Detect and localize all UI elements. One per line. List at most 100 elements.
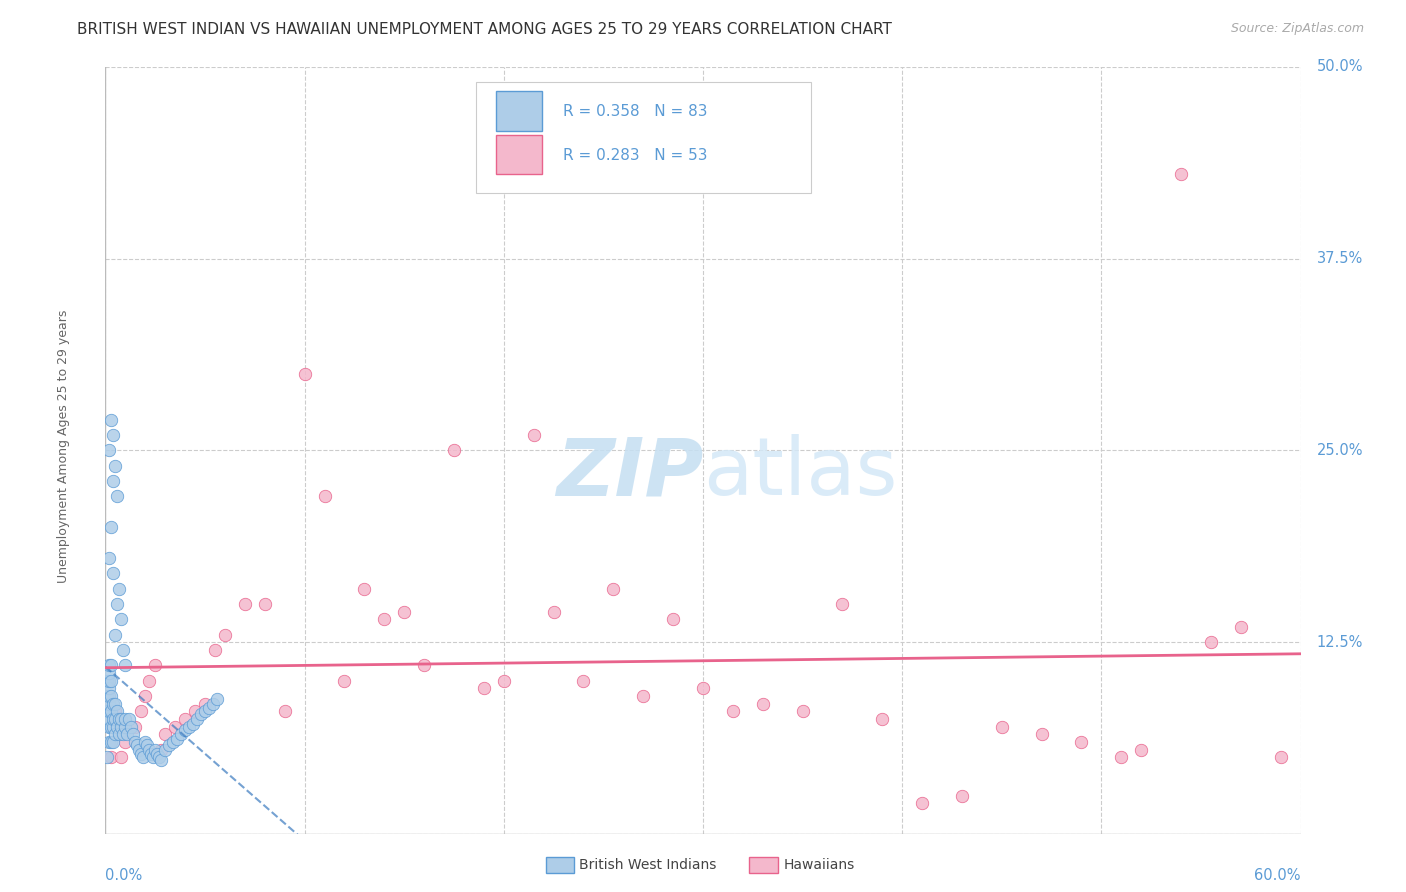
Point — [194, 697, 217, 711]
Point — [96, 673, 118, 688]
Point — [103, 735, 125, 749]
Point — [104, 727, 127, 741]
Point — [104, 704, 127, 718]
Point — [150, 742, 173, 756]
Point — [1170, 167, 1192, 181]
Point — [100, 720, 122, 734]
Point — [721, 704, 744, 718]
Point — [110, 750, 132, 764]
Point — [100, 520, 122, 534]
Point — [353, 582, 375, 596]
Point — [108, 582, 131, 596]
Point — [98, 720, 121, 734]
Point — [100, 689, 122, 703]
Point — [96, 689, 118, 703]
Point — [103, 697, 125, 711]
Text: Unemployment Among Ages 25 to 29 years: Unemployment Among Ages 25 to 29 years — [56, 310, 70, 582]
Point — [107, 720, 129, 734]
Point — [107, 704, 129, 718]
Point — [413, 658, 436, 673]
Point — [103, 720, 125, 734]
Point — [114, 735, 136, 749]
Point — [174, 712, 197, 726]
Point — [114, 658, 136, 673]
Point — [1229, 620, 1251, 634]
Point — [1070, 735, 1092, 749]
Point — [184, 704, 207, 718]
Point — [107, 490, 129, 504]
FancyBboxPatch shape — [496, 135, 541, 174]
Point — [392, 605, 416, 619]
Point — [138, 742, 160, 756]
Point — [103, 474, 125, 488]
Point — [114, 720, 136, 734]
Point — [162, 735, 184, 749]
Point — [1270, 750, 1292, 764]
Point — [831, 597, 853, 611]
Point — [98, 735, 121, 749]
Point — [100, 704, 122, 718]
Point — [204, 643, 226, 657]
Point — [104, 697, 127, 711]
Point — [143, 742, 166, 756]
Point — [314, 490, 336, 504]
Point — [153, 727, 177, 741]
Point — [138, 673, 160, 688]
Point — [98, 697, 121, 711]
Point — [110, 712, 132, 726]
Text: 0.0%: 0.0% — [105, 868, 142, 883]
Point — [128, 742, 150, 756]
Point — [233, 597, 256, 611]
Point — [136, 738, 159, 752]
Point — [127, 738, 149, 752]
Point — [186, 712, 208, 726]
Point — [165, 720, 187, 734]
Point — [112, 727, 135, 741]
Point — [98, 443, 121, 458]
Text: 50.0%: 50.0% — [1316, 60, 1362, 74]
FancyBboxPatch shape — [496, 91, 541, 130]
Point — [157, 738, 180, 752]
Point — [543, 605, 565, 619]
Point — [148, 750, 170, 764]
Point — [108, 727, 131, 741]
Text: R = 0.283   N = 53: R = 0.283 N = 53 — [564, 147, 707, 162]
Point — [273, 704, 295, 718]
Point — [181, 716, 204, 731]
Point — [114, 712, 136, 726]
Point — [146, 747, 169, 762]
Text: Hawaiians: Hawaiians — [783, 858, 855, 872]
Point — [294, 367, 316, 381]
Point — [120, 720, 142, 734]
Point — [100, 750, 122, 764]
Text: 37.5%: 37.5% — [1316, 252, 1362, 266]
Point — [142, 750, 165, 764]
Point — [103, 428, 125, 442]
Point — [602, 582, 624, 596]
Point — [134, 735, 156, 749]
Point — [443, 443, 465, 458]
Point — [253, 597, 276, 611]
Point — [98, 550, 121, 565]
Point — [153, 742, 177, 756]
Point — [104, 627, 127, 641]
Point — [100, 735, 122, 749]
Point — [96, 704, 118, 718]
Point — [214, 627, 236, 641]
Point — [98, 704, 121, 718]
Point — [124, 735, 146, 749]
Text: BRITISH WEST INDIAN VS HAWAIIAN UNEMPLOYMENT AMONG AGES 25 TO 29 YEARS CORRELATI: BRITISH WEST INDIAN VS HAWAIIAN UNEMPLOY… — [77, 22, 893, 37]
Point — [129, 704, 153, 718]
Point — [141, 747, 163, 762]
Point — [523, 428, 546, 442]
Point — [134, 689, 156, 703]
Point — [98, 658, 121, 673]
Point — [198, 701, 221, 715]
Point — [132, 750, 155, 764]
Point — [129, 747, 153, 762]
Point — [98, 689, 121, 703]
Point — [118, 712, 141, 726]
Text: 25.0%: 25.0% — [1316, 443, 1362, 458]
Point — [911, 797, 934, 811]
Point — [166, 731, 188, 746]
